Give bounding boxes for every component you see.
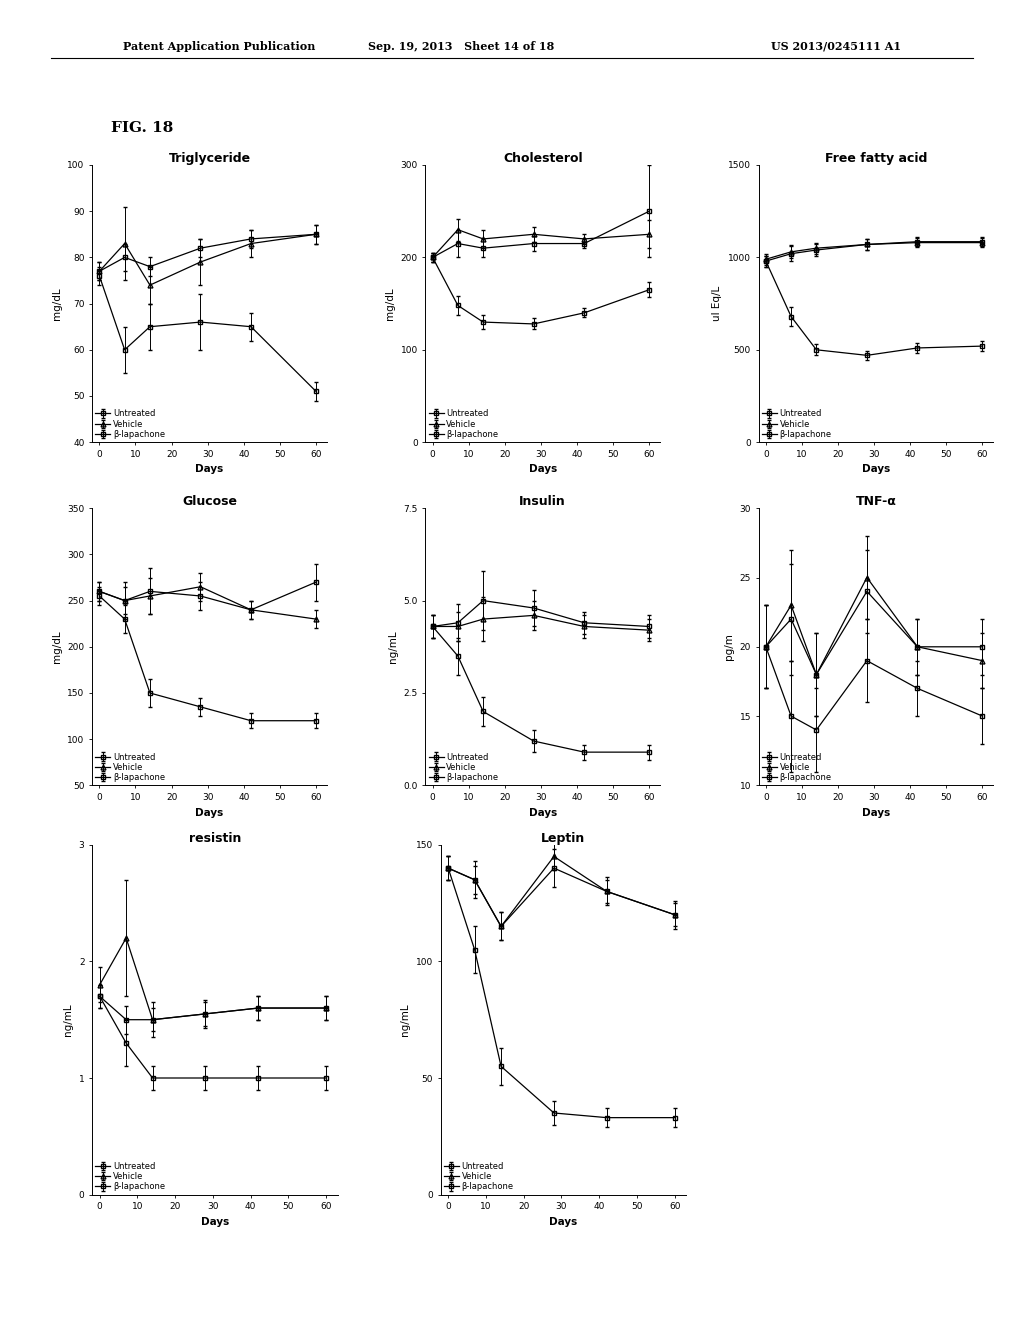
Legend: Untreated, Vehicle, β-lapachone: Untreated, Vehicle, β-lapachone (427, 751, 500, 784)
Title: resistin: resistin (188, 832, 241, 845)
Y-axis label: uI Eq/L: uI Eq/L (713, 286, 722, 321)
Legend: Untreated, Vehicle, β-lapachone: Untreated, Vehicle, β-lapachone (760, 408, 834, 441)
Title: Glucose: Glucose (182, 495, 237, 508)
Y-axis label: mg/dL: mg/dL (385, 288, 395, 319)
Y-axis label: mg/dL: mg/dL (52, 288, 61, 319)
Title: Insulin: Insulin (519, 495, 566, 508)
Legend: Untreated, Vehicle, β-lapachone: Untreated, Vehicle, β-lapachone (760, 751, 834, 784)
Y-axis label: ng/mL: ng/mL (400, 1003, 411, 1036)
Text: US 2013/0245111 A1: US 2013/0245111 A1 (771, 41, 901, 51)
Title: Free fatty acid: Free fatty acid (824, 152, 927, 165)
Text: FIG. 18: FIG. 18 (111, 121, 173, 136)
Text: Sep. 19, 2013   Sheet 14 of 18: Sep. 19, 2013 Sheet 14 of 18 (368, 41, 554, 51)
Title: Triglyceride: Triglyceride (168, 152, 251, 165)
Y-axis label: ng/mL: ng/mL (388, 631, 397, 663)
Legend: Untreated, Vehicle, β-lapachone: Untreated, Vehicle, β-lapachone (442, 1160, 515, 1193)
Title: TNF-α: TNF-α (855, 495, 896, 508)
X-axis label: Days: Days (862, 465, 890, 474)
X-axis label: Days: Days (528, 808, 557, 817)
Text: Patent Application Publication: Patent Application Publication (123, 41, 315, 51)
Legend: Untreated, Vehicle, β-lapachone: Untreated, Vehicle, β-lapachone (94, 408, 167, 441)
Legend: Untreated, Vehicle, β-lapachone: Untreated, Vehicle, β-lapachone (427, 408, 500, 441)
X-axis label: Days: Days (201, 1217, 229, 1226)
Legend: Untreated, Vehicle, β-lapachone: Untreated, Vehicle, β-lapachone (94, 1160, 167, 1193)
X-axis label: Days: Days (549, 1217, 578, 1226)
Y-axis label: mg/dL: mg/dL (52, 631, 61, 663)
Title: Cholesterol: Cholesterol (503, 152, 583, 165)
X-axis label: Days: Days (196, 465, 223, 474)
Y-axis label: pg/m: pg/m (724, 634, 734, 660)
Y-axis label: ng/mL: ng/mL (63, 1003, 73, 1036)
X-axis label: Days: Days (862, 808, 890, 817)
Legend: Untreated, Vehicle, β-lapachone: Untreated, Vehicle, β-lapachone (94, 751, 167, 784)
Title: Leptin: Leptin (542, 832, 586, 845)
X-axis label: Days: Days (528, 465, 557, 474)
X-axis label: Days: Days (196, 808, 223, 817)
